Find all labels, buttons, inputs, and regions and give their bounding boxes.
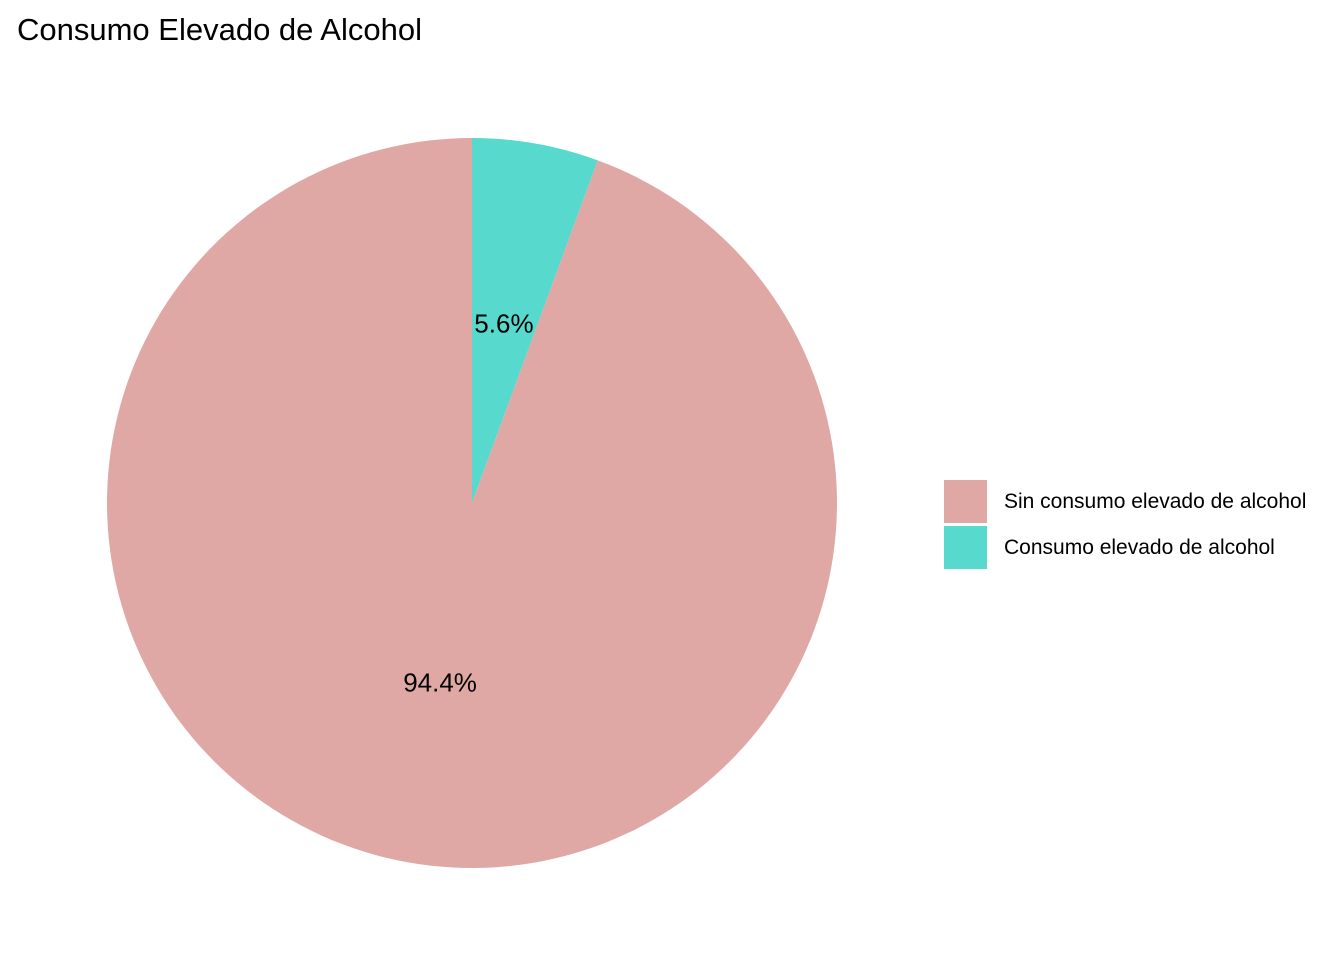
legend-item-sin-consumo: Sin consumo elevado de alcohol	[944, 480, 1306, 523]
legend: Sin consumo elevado de alcohol Consumo e…	[944, 480, 1306, 572]
chart-title: Consumo Elevado de Alcohol	[17, 12, 422, 47]
legend-item-consumo-elevado: Consumo elevado de alcohol	[944, 526, 1306, 569]
legend-label-consumo-elevado: Consumo elevado de alcohol	[1004, 535, 1275, 559]
legend-key-consumo-elevado	[944, 526, 987, 569]
pie-slice-sin-consumo	[107, 138, 838, 868]
slice-label-consumo-elevado: 5.6%	[474, 308, 533, 338]
pie-slice-consumo-elevado	[472, 138, 598, 503]
slice-label-sin-consumo: 94.4%	[403, 668, 477, 698]
legend-key-sin-consumo	[944, 480, 987, 523]
legend-label-sin-consumo: Sin consumo elevado de alcohol	[1004, 489, 1307, 513]
